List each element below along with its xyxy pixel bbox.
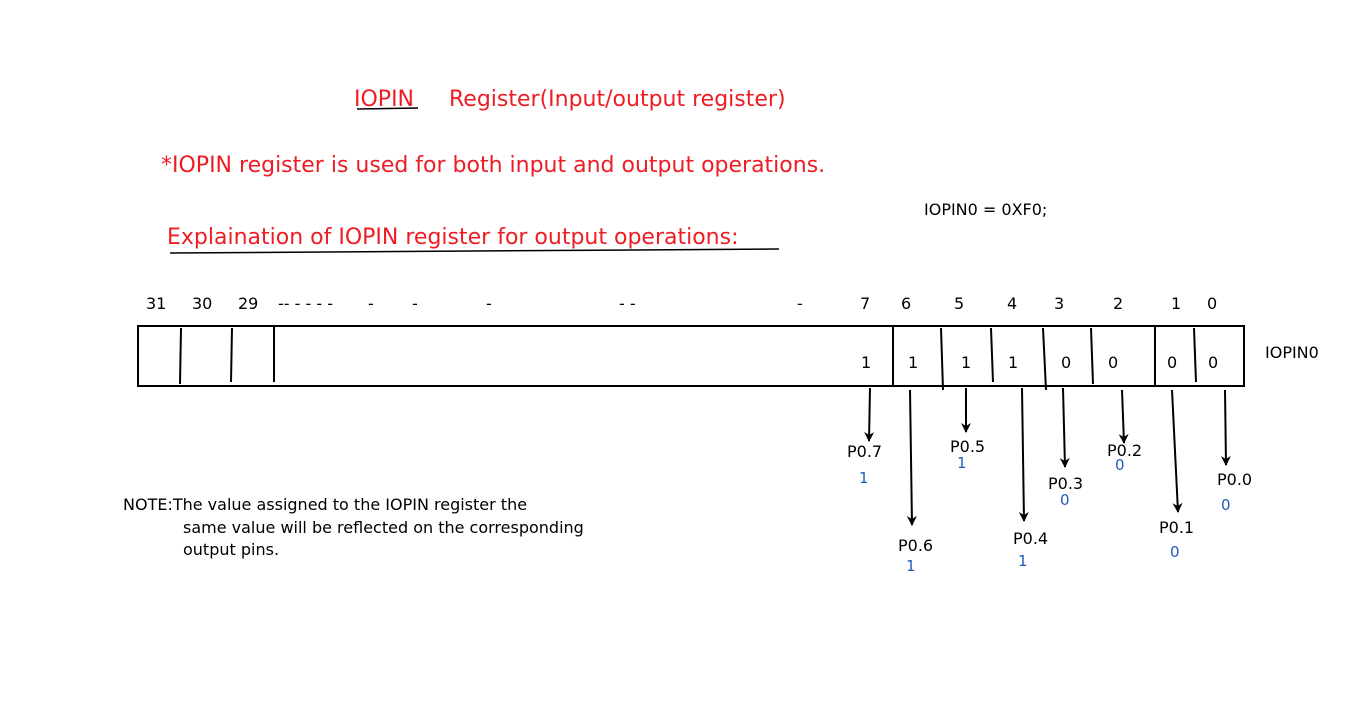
pin-value-p0-7: 1: [859, 469, 869, 487]
pin-label-p0-3: P0.3: [1048, 474, 1083, 493]
pin-label-p0-5: P0.5: [950, 437, 985, 456]
arrow-p0-0: [1220, 389, 1231, 466]
bit-number-dashes: - -: [619, 294, 636, 313]
pin-value-p0-1: 0: [1170, 543, 1180, 561]
register-outline: [137, 325, 1245, 387]
register-box: 1 1 1 1 0 0 0 0: [137, 325, 1245, 391]
pin-label-p0-0: P0.0: [1217, 470, 1252, 489]
register-divider: [990, 327, 994, 383]
bit-number: 4: [1007, 294, 1017, 313]
bit-number: 7: [860, 294, 870, 313]
register-label: IOPIN0: [1265, 343, 1319, 362]
bit-number: 29: [238, 294, 258, 313]
pin-value-p0-5: 1: [957, 454, 967, 472]
register-cell-value: 0: [1061, 353, 1071, 372]
register-cell-value: 1: [1008, 353, 1018, 372]
register-cell-value: 1: [961, 353, 971, 372]
register-cell-value: 1: [908, 353, 918, 372]
pin-value-p0-0: 0: [1221, 496, 1231, 514]
arrow-p0-1: [1171, 389, 1183, 513]
pin-label-p0-2: P0.2: [1107, 441, 1142, 460]
bit-number-dashes: -: [412, 294, 418, 313]
bit-number-dashes: -: [368, 294, 374, 313]
pin-value-p0-2: 0: [1115, 456, 1125, 474]
description-text: *IOPIN register is used for both input a…: [161, 153, 825, 178]
bit-number: 31: [146, 294, 166, 313]
note-line: NOTE:The value assigned to the IOPIN reg…: [123, 495, 528, 514]
subtitle-underline: [169, 248, 780, 254]
note-block: NOTE:The value assigned to the IOPIN reg…: [123, 494, 683, 562]
bit-number: 2: [1113, 294, 1123, 313]
bit-number: 1: [1171, 294, 1181, 313]
bit-number-dashes: -- - - - -: [278, 294, 333, 313]
arrow-p0-6: [906, 389, 917, 526]
register-divider: [179, 327, 182, 385]
title-underline: [356, 107, 419, 110]
note-line: same value will be reflected on the corr…: [183, 517, 584, 537]
arrow-p0-4: [1018, 387, 1029, 522]
pin-value-p0-3: 0: [1060, 491, 1070, 509]
bit-number: 6: [901, 294, 911, 313]
pin-label-p0-1: P0.1: [1159, 518, 1194, 537]
register-cell-value: 0: [1108, 353, 1118, 372]
pin-value-p0-4: 1: [1018, 552, 1028, 570]
register-divider: [1193, 327, 1197, 383]
arrow-p0-3: [1059, 387, 1070, 468]
note-line: output pins.: [183, 540, 280, 559]
pin-value-p0-6: 1: [906, 557, 916, 575]
pin-label-p0-4: P0.4: [1013, 529, 1048, 548]
register-cell-value: 0: [1167, 353, 1177, 372]
bit-number-row: 31 30 29 -- - - - - - - - - - - 7 6 5 4 …: [146, 294, 1217, 313]
register-divider: [940, 327, 944, 391]
register-divider: [1090, 327, 1094, 385]
assignment-text: IOPIN0 = 0XF0;: [924, 200, 1047, 219]
bit-number: 0: [1207, 294, 1217, 313]
register-cell-value: 1: [861, 353, 871, 372]
bit-number-dashes: -: [797, 294, 803, 313]
bit-number-dashes: -: [486, 294, 492, 313]
bit-number: 30: [192, 294, 212, 313]
arrow-p0-2: [1118, 389, 1129, 444]
pin-labels: P0.7 1 P0.6 1 P0.5 1 P0.4 1 P0.3 0 P0.2 …: [847, 437, 1252, 575]
register-divider: [1042, 327, 1047, 391]
bit-number: 3: [1054, 294, 1064, 313]
bit-number: 5: [954, 294, 964, 313]
pin-label-p0-6: P0.6: [898, 536, 933, 555]
arrow-p0-7: [864, 387, 875, 442]
title-register-desc: Register(Input/output register): [449, 87, 786, 112]
register-divider: [230, 327, 233, 383]
subtitle-text: Explaination of IOPIN register for outpu…: [167, 225, 739, 250]
register-cell-value: 0: [1208, 353, 1218, 372]
pin-label-p0-7: P0.7: [847, 442, 882, 461]
pin-arrows: [864, 387, 1231, 526]
